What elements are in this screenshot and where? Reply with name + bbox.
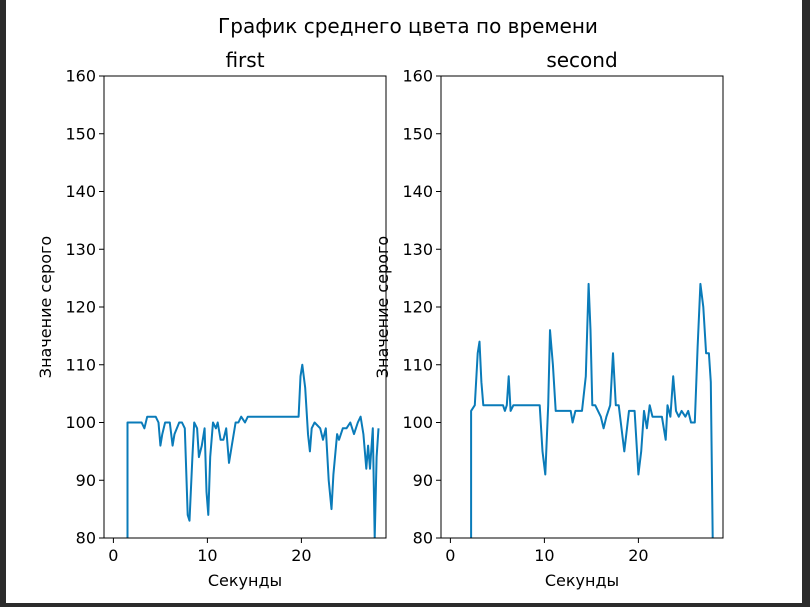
subplot-2: second 80 90 100 110 120 130 140 150 160 0 10 20 Секу…: [373, 48, 724, 590]
axes-frame: [440, 75, 724, 539]
x-axis-label: Секунды: [545, 571, 619, 590]
x-tick-label: 10: [534, 546, 554, 565]
y-tick-label: 130: [65, 240, 96, 259]
y-tick-label: 160: [402, 67, 433, 86]
x-tick-label: 0: [108, 546, 118, 565]
y-axis-label: Значение серого: [373, 236, 392, 378]
y-tick-label: 90: [413, 471, 433, 490]
y-tick-label: 80: [413, 529, 433, 548]
subplot-title: second: [546, 48, 617, 72]
x-tick-label: 0: [445, 546, 455, 565]
subplot-1: first 80 90 100 110 120 130 140 150 160 0 10 20 Секун…: [36, 48, 387, 590]
y-tick-label: 150: [65, 124, 96, 143]
x-tick-label: 10: [197, 546, 217, 565]
y-tick-label: 110: [402, 355, 433, 374]
y-tick-label: 80: [76, 529, 96, 548]
chart-svg: График среднего цвета по времени first 80…: [36, 14, 724, 590]
subplot-title: first: [225, 48, 264, 72]
y-tick-label: 150: [402, 124, 433, 143]
y-tick-label: 140: [402, 182, 433, 201]
figure-canvas: График среднего цвета по времени first 80…: [6, 0, 802, 603]
x-tick-label: 20: [628, 546, 648, 565]
series-line: [126, 363, 380, 538]
y-tick-label: 130: [402, 240, 433, 259]
y-tick-label: 140: [65, 182, 96, 201]
y-axis-label: Значение серого: [36, 236, 55, 378]
y-tick-label: 160: [65, 67, 96, 86]
axes-frame: [103, 75, 387, 539]
series-line: [470, 282, 714, 538]
y-tick-label: 90: [76, 471, 96, 490]
y-tick-label: 110: [65, 355, 96, 374]
y-tick-label: 100: [65, 413, 96, 432]
y-tick-label: 120: [65, 298, 96, 317]
y-tick-label: 120: [402, 298, 433, 317]
x-axis-label: Секунды: [208, 571, 282, 590]
y-tick-label: 100: [402, 413, 433, 432]
chart-suptitle: График среднего цвета по времени: [218, 14, 598, 38]
x-tick-label: 20: [291, 546, 311, 565]
